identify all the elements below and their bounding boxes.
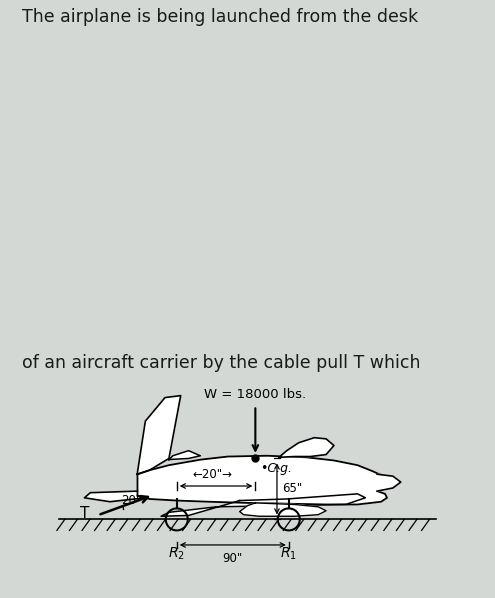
Polygon shape bbox=[138, 456, 389, 505]
Text: •C.g.: •C.g. bbox=[260, 462, 292, 475]
Polygon shape bbox=[279, 438, 334, 457]
Polygon shape bbox=[169, 451, 200, 460]
Text: of an aircraft carrier by the cable pull T which: of an aircraft carrier by the cable pull… bbox=[22, 354, 421, 372]
Polygon shape bbox=[161, 494, 365, 516]
Text: W = 18000 lbs.: W = 18000 lbs. bbox=[204, 388, 306, 401]
Polygon shape bbox=[240, 503, 326, 516]
Text: $R_1$: $R_1$ bbox=[280, 545, 297, 562]
Polygon shape bbox=[377, 474, 401, 491]
Text: The airplane is being launched from the desk: The airplane is being launched from the … bbox=[22, 8, 418, 26]
Text: $R_2$: $R_2$ bbox=[168, 545, 185, 562]
Polygon shape bbox=[85, 491, 146, 502]
Text: T: T bbox=[80, 506, 89, 521]
Text: 20°: 20° bbox=[121, 493, 142, 507]
Polygon shape bbox=[138, 396, 181, 474]
Text: ←20"→: ←20"→ bbox=[192, 468, 232, 481]
Text: 90": 90" bbox=[223, 552, 243, 565]
Text: 65": 65" bbox=[282, 483, 302, 496]
